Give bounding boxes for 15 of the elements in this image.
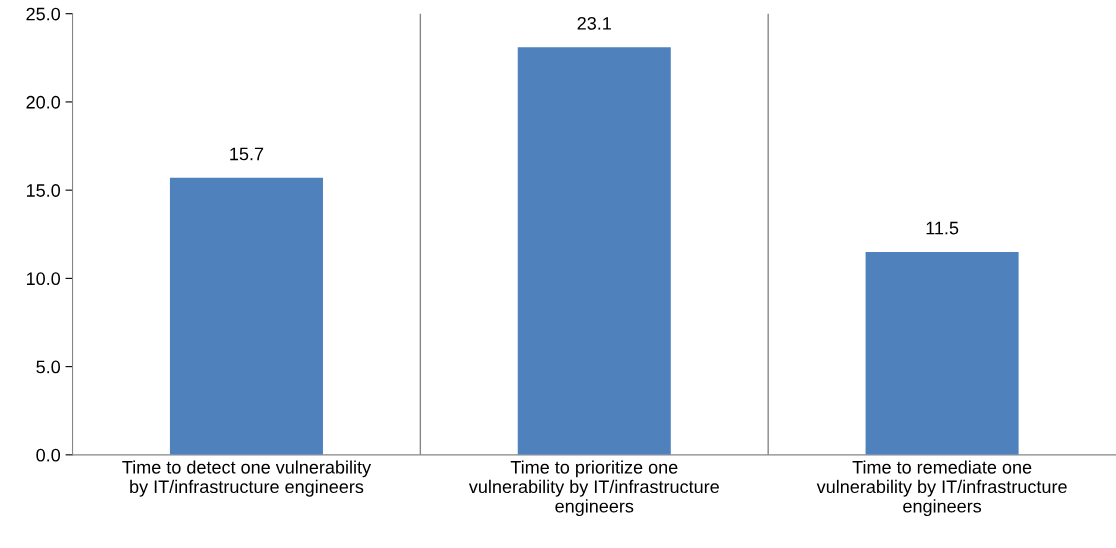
y-tick-label: 25.0 — [26, 7, 61, 21]
bar — [169, 177, 323, 455]
y-tick-label: 0.0 — [36, 448, 61, 462]
x-tick-label: Time to detect one vulnerability by IT/infrastructure engineers — [122, 460, 372, 497]
y-tick-label: 10.0 — [26, 272, 61, 286]
bar — [865, 251, 1019, 455]
x-tick-label: Time to remediate one vulnerability by IT/infrastructure engineers — [816, 460, 1067, 517]
data-label: 23.1 — [577, 16, 611, 30]
data-label: 11.5 — [926, 221, 959, 235]
bar — [517, 47, 671, 455]
x-tick-label: Time to prioritize one vulnerability by IT/infrastructure engineers — [468, 460, 719, 517]
data-label: 15.7 — [230, 147, 264, 161]
y-tick-label: 20.0 — [26, 95, 61, 109]
y-tick-label: 5.0 — [36, 360, 61, 374]
y-tick-label: 15.0 — [26, 184, 61, 197]
